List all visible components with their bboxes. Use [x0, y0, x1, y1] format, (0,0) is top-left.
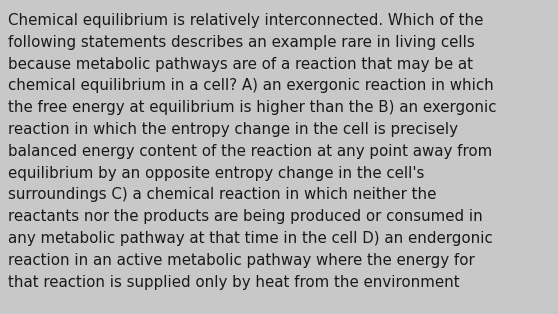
Text: following statements describes an example rare in living cells: following statements describes an exampl…	[8, 35, 475, 50]
Text: surroundings C) a chemical reaction in which neither the: surroundings C) a chemical reaction in w…	[8, 187, 437, 203]
Text: that reaction is supplied only by heat from the environment: that reaction is supplied only by heat f…	[8, 275, 460, 290]
Text: Chemical equilibrium is relatively interconnected. Which of the: Chemical equilibrium is relatively inter…	[8, 13, 484, 28]
Text: chemical equilibrium in a cell? A) an exergonic reaction in which: chemical equilibrium in a cell? A) an ex…	[8, 78, 494, 93]
Text: because metabolic pathways are of a reaction that may be at: because metabolic pathways are of a reac…	[8, 57, 474, 72]
Text: the free energy at equilibrium is higher than the B) an exergonic: the free energy at equilibrium is higher…	[8, 100, 497, 115]
Text: reaction in which the entropy change in the cell is precisely: reaction in which the entropy change in …	[8, 122, 459, 137]
Text: balanced energy content of the reaction at any point away from: balanced energy content of the reaction …	[8, 144, 493, 159]
Text: reaction in an active metabolic pathway where the energy for: reaction in an active metabolic pathway …	[8, 253, 475, 268]
Text: equilibrium by an opposite entropy change in the cell's: equilibrium by an opposite entropy chang…	[8, 165, 425, 181]
Text: reactants nor the products are being produced or consumed in: reactants nor the products are being pro…	[8, 209, 483, 224]
Text: any metabolic pathway at that time in the cell D) an endergonic: any metabolic pathway at that time in th…	[8, 231, 493, 246]
